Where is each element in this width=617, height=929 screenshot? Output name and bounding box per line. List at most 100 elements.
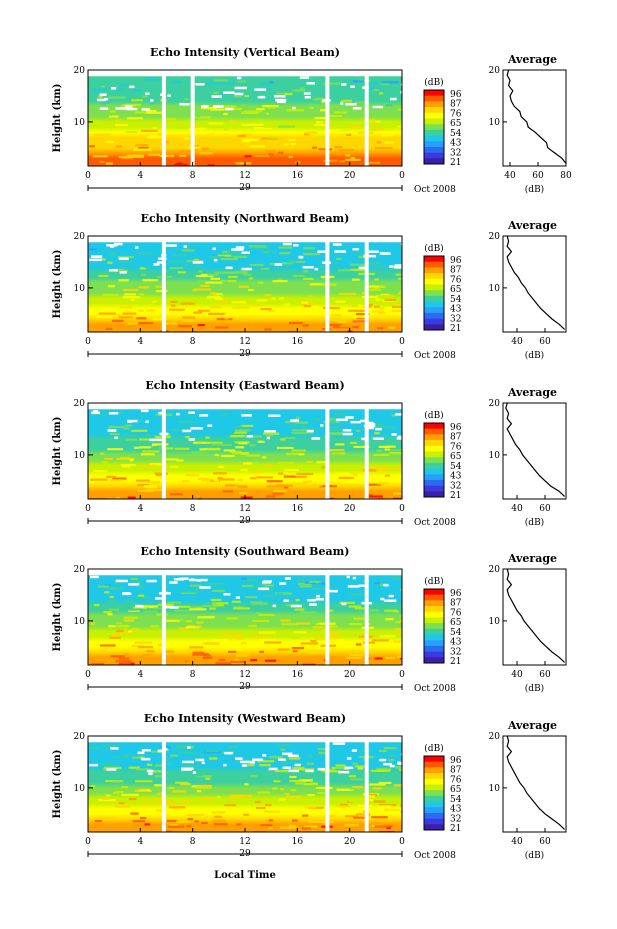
x-tick-label: 16 bbox=[292, 837, 304, 847]
colorbar-tick: 76 bbox=[450, 608, 462, 618]
x-tick-label: 16 bbox=[292, 337, 304, 347]
y-tick-label: 10 bbox=[74, 784, 86, 794]
colorbar-tick: 87 bbox=[450, 599, 462, 609]
y-tick-label: 10 bbox=[74, 284, 86, 294]
profile-title: Average bbox=[507, 386, 557, 399]
colorbar-tick: 32 bbox=[450, 314, 461, 324]
x-tick-label: 0 bbox=[399, 504, 405, 514]
x-tick-label: 0 bbox=[399, 670, 405, 680]
profile-x-tick: 40 bbox=[511, 504, 523, 514]
y-axis-label: Height (km) bbox=[52, 250, 63, 319]
x-tick-label: 12 bbox=[239, 837, 250, 847]
panel-title: Echo Intensity (Eastward Beam) bbox=[145, 379, 344, 392]
x-tick-label: 8 bbox=[190, 337, 196, 347]
data-gap bbox=[325, 236, 330, 332]
x-tick-label: 12 bbox=[239, 337, 250, 347]
x-tick-label: 8 bbox=[190, 171, 196, 181]
x-tick-label: 12 bbox=[239, 504, 250, 514]
profile-y-tick: 20 bbox=[489, 66, 501, 76]
x-tick-label: 8 bbox=[190, 837, 196, 847]
profile-line bbox=[506, 69, 567, 164]
data-gap bbox=[364, 403, 369, 499]
profile-line bbox=[505, 402, 566, 497]
colorbar-tick: 32 bbox=[450, 481, 461, 491]
colorbar-tick: 54 bbox=[450, 295, 462, 305]
x-axis-label: Local Time bbox=[214, 870, 276, 881]
x-tick-label: 0 bbox=[85, 171, 91, 181]
heatmap bbox=[88, 409, 402, 499]
colorbar-tick: 65 bbox=[450, 618, 462, 628]
colorbar-tick: 96 bbox=[450, 589, 462, 599]
x-tick-label: 4 bbox=[137, 171, 143, 181]
colorbar-tick: 87 bbox=[450, 766, 462, 776]
y-axis-label: Height (km) bbox=[52, 750, 63, 819]
profile-line bbox=[506, 235, 566, 330]
date-label: Oct 2008 bbox=[414, 684, 456, 694]
heatmap bbox=[88, 76, 402, 166]
x-tick-label: 20 bbox=[344, 171, 356, 181]
x-tick-label: 16 bbox=[292, 504, 304, 514]
profile-x-label: (dB) bbox=[525, 184, 544, 195]
colorbar-tick: 21 bbox=[450, 324, 461, 334]
profile-title: Average bbox=[507, 719, 557, 732]
profile-y-tick: 10 bbox=[489, 451, 501, 461]
date-label: Oct 2008 bbox=[414, 351, 456, 361]
profile-x-tick: 60 bbox=[539, 670, 551, 680]
colorbar-unit: (dB) bbox=[424, 743, 443, 754]
data-gap bbox=[161, 403, 166, 499]
y-tick-label: 10 bbox=[74, 617, 86, 627]
colorbar-tick: 43 bbox=[450, 472, 462, 482]
colorbar-tick: 32 bbox=[450, 647, 461, 657]
colorbar-tick: 76 bbox=[450, 275, 462, 285]
colorbar-tick: 96 bbox=[450, 423, 462, 433]
y-axis-label: Height (km) bbox=[52, 417, 63, 486]
x-tick-label: 0 bbox=[399, 337, 405, 347]
heatmap bbox=[88, 575, 402, 665]
colorbar-tick: 87 bbox=[450, 433, 462, 443]
colorbar-tick: 32 bbox=[450, 814, 461, 824]
y-axis-label: Height (km) bbox=[52, 583, 63, 652]
profile-title: Average bbox=[507, 53, 557, 66]
colorbar-unit: (dB) bbox=[424, 410, 443, 421]
x-tick-label: 0 bbox=[85, 504, 91, 514]
heatmap bbox=[88, 242, 402, 332]
colorbar-tick: 43 bbox=[450, 139, 462, 149]
data-gap bbox=[190, 70, 195, 166]
colorbar-tick: 54 bbox=[450, 129, 462, 139]
profile-x-tick: 40 bbox=[511, 837, 523, 847]
x-tick-label: 4 bbox=[137, 670, 143, 680]
profile-x-tick: 40 bbox=[504, 171, 516, 181]
day-label: 29 bbox=[239, 682, 251, 692]
colorbar-tick: 54 bbox=[450, 462, 462, 472]
profile-x-label: (dB) bbox=[525, 850, 544, 861]
x-tick-label: 8 bbox=[190, 504, 196, 514]
profile-y-tick: 10 bbox=[489, 617, 501, 627]
beam-panel: Echo Intensity (Westward Beam) 10 20 0 4 8 12 1… bbox=[52, 712, 567, 861]
data-gap bbox=[364, 736, 369, 832]
profile-line bbox=[506, 735, 566, 830]
y-tick-label: 20 bbox=[74, 732, 86, 742]
colorbar-tick: 87 bbox=[450, 100, 462, 110]
colorbar-unit: (dB) bbox=[424, 243, 443, 254]
profile-x-tick: 80 bbox=[560, 171, 572, 181]
profile-x-tick: 60 bbox=[539, 504, 551, 514]
data-gap bbox=[161, 236, 166, 332]
profile-y-tick: 20 bbox=[489, 565, 501, 575]
data-gap bbox=[325, 70, 330, 166]
colorbar-tick: 43 bbox=[450, 638, 462, 648]
data-gap bbox=[161, 736, 166, 832]
profile-y-tick: 20 bbox=[489, 232, 501, 242]
beam-panel: Echo Intensity (Eastward Beam) 10 20 0 4 8 12 1… bbox=[52, 379, 567, 528]
colorbar-tick: 65 bbox=[450, 785, 462, 795]
colorbar-tick: 32 bbox=[450, 148, 461, 158]
data-gap bbox=[161, 70, 166, 166]
x-tick-label: 4 bbox=[137, 504, 143, 514]
colorbar-tick: 87 bbox=[450, 266, 462, 276]
data-gap bbox=[364, 236, 369, 332]
y-tick-label: 20 bbox=[74, 66, 86, 76]
profile-y-tick: 10 bbox=[489, 118, 501, 128]
colorbar-tick: 43 bbox=[450, 805, 462, 815]
colorbar-tick: 21 bbox=[450, 657, 461, 667]
x-tick-label: 12 bbox=[239, 670, 250, 680]
profile-y-tick: 10 bbox=[489, 284, 501, 294]
